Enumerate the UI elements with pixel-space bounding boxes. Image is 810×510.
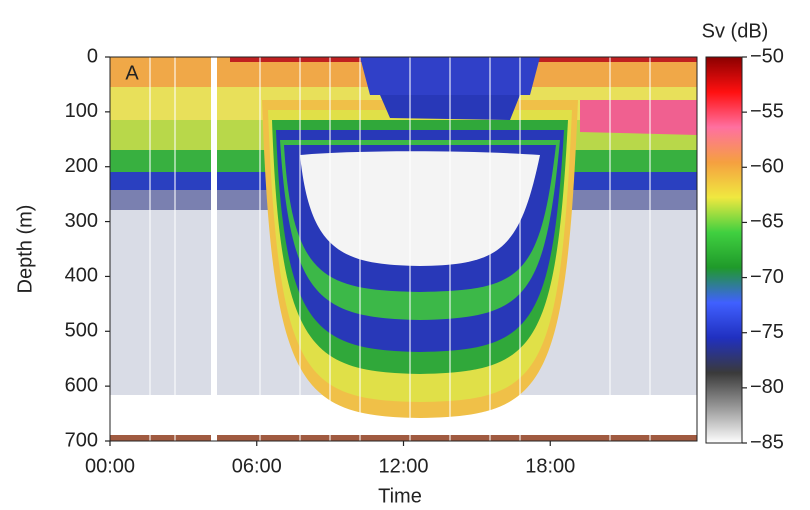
colorbar bbox=[705, 56, 743, 444]
y-tick-label: 600 bbox=[65, 374, 98, 396]
x-tick-label: 06:00 bbox=[232, 455, 282, 477]
x-tick-label: 12:00 bbox=[378, 455, 428, 477]
y-tick-label: 100 bbox=[65, 100, 98, 122]
panel-label-bg bbox=[118, 62, 146, 86]
x-axis-label: Time bbox=[378, 485, 422, 507]
echogram bbox=[110, 57, 697, 441]
y-tick-label: 300 bbox=[65, 210, 98, 232]
y-tick-label: 0 bbox=[87, 45, 98, 67]
panel-label: A bbox=[125, 62, 139, 84]
y-tick-label: 500 bbox=[65, 320, 98, 342]
y-axis-label: Depth (m) bbox=[14, 205, 36, 294]
colorbar-label: Sv (dB) bbox=[702, 20, 769, 42]
colorbar-tick-label: −55 bbox=[750, 100, 784, 122]
colorbar-tick-label: −50 bbox=[750, 45, 784, 67]
colorbar-tick-label: −80 bbox=[750, 376, 784, 398]
x-tick-label: 00:00 bbox=[85, 455, 135, 477]
colorbar-tick-label: −70 bbox=[750, 266, 784, 288]
colorbar-tick-label: −60 bbox=[750, 156, 784, 178]
colorbar-tick-label: −75 bbox=[750, 321, 784, 343]
y-tick-label: 700 bbox=[65, 429, 98, 451]
colorbar-tick-label: −65 bbox=[750, 211, 784, 233]
colorbar-tick-label: −85 bbox=[750, 431, 784, 453]
y-tick-label: 200 bbox=[65, 155, 98, 177]
x-tick-label: 18:00 bbox=[525, 455, 575, 477]
y-tick-label: 400 bbox=[65, 265, 98, 287]
